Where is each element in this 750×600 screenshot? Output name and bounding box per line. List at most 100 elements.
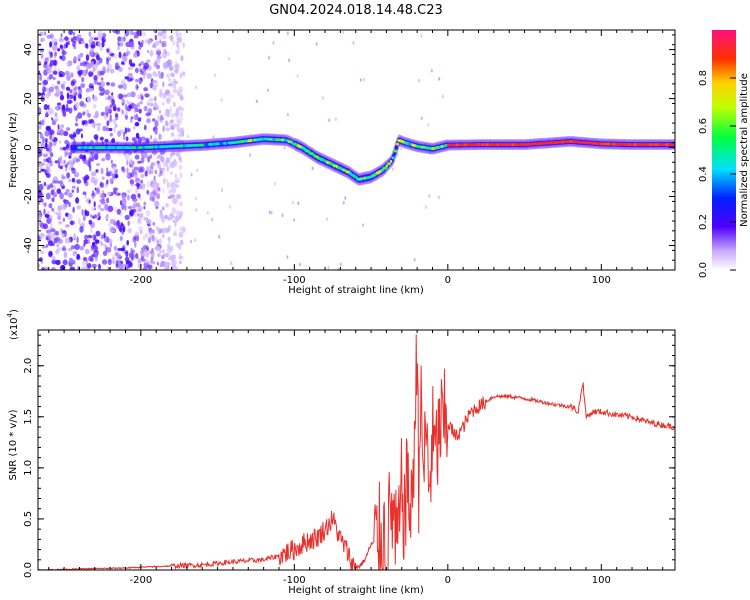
spectrogram-noise-cell [153, 188, 156, 196]
spectrogram-noise-cell [77, 86, 81, 90]
spectrogram-noise-cell [182, 71, 186, 76]
spectrogram-noise-cell [119, 236, 123, 241]
spectrogram-noise-cell [270, 211, 273, 215]
spectrogram-noise-cell [130, 91, 136, 98]
spectrogram-noise-cell [91, 171, 97, 177]
spectrogram-noise-cell [164, 253, 169, 258]
spectrogram-noise-cell [274, 182, 277, 186]
spectrogram-noise-cell [59, 165, 63, 170]
spectrogram-noise-cell [76, 253, 80, 260]
spectrogram-noise-cell [74, 251, 77, 255]
spectrogram-noise-cell [43, 208, 46, 215]
spectrogram-noise-cell [96, 150, 100, 155]
spectrogram-noise-cell [113, 126, 116, 134]
spectrogram-noise-cell [143, 249, 148, 253]
spectrogram-noise-cell [102, 250, 108, 256]
spectrogram-noise-cell [141, 31, 147, 37]
spectrogram-noise-cell [136, 85, 139, 89]
spectrogram-noise-cell [134, 122, 140, 127]
spectrogram-noise-cell [158, 238, 162, 245]
spectrogram-noise-cell [50, 189, 55, 196]
spectrogram-noise-cell [101, 41, 105, 48]
spectrogram-noise-cell [40, 168, 46, 172]
spectrogram-noise-cell [156, 246, 161, 252]
spectrogram-noise-cell [180, 107, 185, 112]
spectrogram-noise-cell [143, 105, 148, 112]
spectrogram-noise-cell [90, 44, 96, 49]
spectrogram-noise-cell [172, 254, 176, 260]
spectrogram-noise-cell [95, 123, 102, 127]
spectrogram-noise-cell [96, 82, 102, 86]
spectrogram-noise-cell [292, 200, 294, 205]
spectrogram-noise-cell [89, 50, 93, 57]
spectrogram-noise-cell [65, 203, 68, 208]
spectrogram-noise-cell [106, 179, 109, 185]
spectrogram-noise-cell [40, 142, 44, 149]
spectrogram-noise-cell [87, 234, 93, 239]
spectrogram-noise-cell [128, 50, 131, 55]
spectrogram-noise-cell [113, 245, 117, 251]
spectrogram-noise-cell [119, 40, 124, 47]
spectrogram-noise-cell [173, 84, 177, 89]
spectrogram-noise-cell [77, 58, 81, 62]
spectrogram-noise-cell [172, 88, 177, 94]
spectrogram-noise-cell [135, 253, 139, 259]
spectrogram-noise-cell [107, 50, 112, 56]
snr-plot-area [38, 330, 675, 570]
snr-series-line [38, 334, 675, 570]
spectrogram-noise-cell [145, 210, 151, 217]
spectrogram-noise-cell [85, 88, 91, 93]
spectrogram-noise-cell [155, 40, 160, 46]
spectrogram-noise-cell [52, 70, 58, 75]
spectrogram-noise-cell [180, 96, 184, 101]
spectrogram-noise-cell [52, 176, 59, 182]
spectrogram-noise-cell [177, 123, 180, 128]
spectrogram-ridge-core [112, 146, 116, 150]
spectrogram-noise-cell [178, 260, 182, 265]
y-tick-label: 0.5 [23, 511, 34, 527]
spectrogram-noise-cell [60, 204, 65, 210]
spectrogram-noise-cell [100, 234, 105, 240]
spectrogram-noise-cell [137, 160, 142, 164]
spectrogram-noise-cell [140, 61, 145, 66]
spectrogram-noise-cell [59, 147, 64, 151]
spectrogram-noise-cell [38, 125, 42, 130]
spectrogram-noise-cell [62, 217, 66, 222]
spectrogram-noise-cell [165, 127, 171, 132]
colorbar-tick-label: 0.2 [698, 214, 709, 230]
spectrogram-noise-cell [98, 57, 103, 64]
spectrogram-noise-cell [51, 118, 55, 125]
spectrogram-noise-cell [211, 217, 214, 222]
spectrogram-noise-cell [88, 199, 91, 204]
spectrogram-noise-cell [72, 140, 77, 146]
spectrogram-noise-cell [175, 209, 179, 215]
spectrogram-noise-cell [113, 106, 117, 112]
spectrogram-noise-cell [162, 249, 165, 254]
spectrogram-noise-cell [118, 224, 122, 231]
spectrogram-noise-cell [146, 180, 152, 188]
spectrogram-noise-cell [154, 34, 158, 41]
spectrogram-noise-cell [113, 205, 118, 213]
spectrogram-noise-cell [166, 181, 170, 189]
spectrogram-noise-cell [80, 133, 83, 139]
spectrogram-noise-cell [156, 55, 162, 60]
spectrogram-noise-cell [51, 197, 55, 203]
spectrogram-noise-cell [143, 217, 149, 221]
spectrogram-noise-cell [174, 184, 179, 189]
spectrogram-noise-cell [83, 177, 87, 184]
spectrogram-noise-cell [97, 40, 101, 48]
spectrogram-noise-cell [55, 87, 60, 94]
spectrogram-noise-cell [55, 248, 59, 255]
spectrogram-noise-cell [67, 192, 73, 198]
spectrogram-noise-cell [72, 206, 75, 213]
spectrogram-noise-cell [121, 109, 124, 115]
spectrogram-noise-cell [49, 223, 53, 230]
spectrogram-noise-cell [124, 76, 130, 80]
spectrogram-noise-cell [145, 232, 148, 238]
spectrogram-noise-cell [107, 259, 112, 266]
spectrogram-noise-cell [151, 182, 157, 189]
spectrogram-ridge-core [516, 143, 520, 147]
spectrogram-noise-cell [41, 37, 46, 42]
spectrogram-noise-cell [137, 262, 143, 269]
